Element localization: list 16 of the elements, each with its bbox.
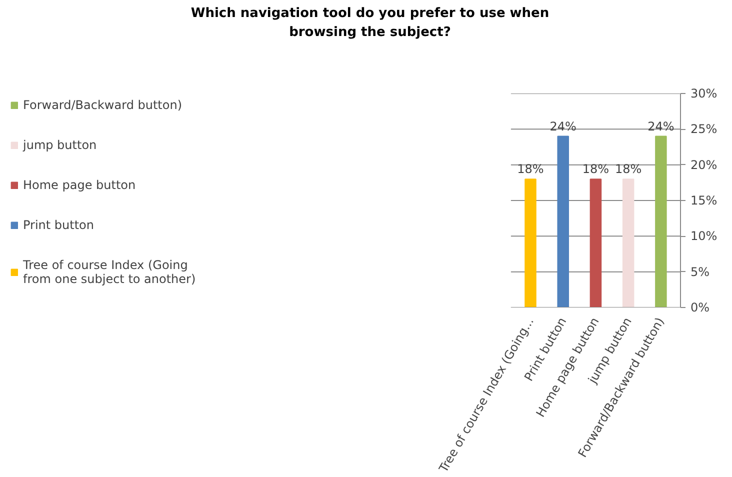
data-label: 18% (614, 162, 642, 176)
legend-label: Home page button (23, 178, 136, 192)
legend-label: Print button (23, 218, 94, 232)
legend-label: Tree of course Index (Going from one subject to another) (23, 258, 196, 286)
y-tick-label: 10% (690, 229, 718, 244)
y-tick-label: 30% (690, 86, 718, 100)
y-tick-label: 25% (690, 122, 718, 136)
data-label: 18% (582, 162, 610, 176)
text: Which navigation tool do you prefer to use when browsing the subject? (190, 5, 550, 42)
y-tick-label: 15% (690, 194, 718, 208)
y-tick-label: 5% (690, 264, 710, 279)
data-label: 18% (517, 162, 544, 176)
legend-label: jump button (23, 138, 97, 152)
y-tick-label: 20% (690, 158, 718, 172)
y-tick-label: 0% (690, 300, 710, 314)
legend-label: Forward/Backward button) (23, 98, 182, 112)
